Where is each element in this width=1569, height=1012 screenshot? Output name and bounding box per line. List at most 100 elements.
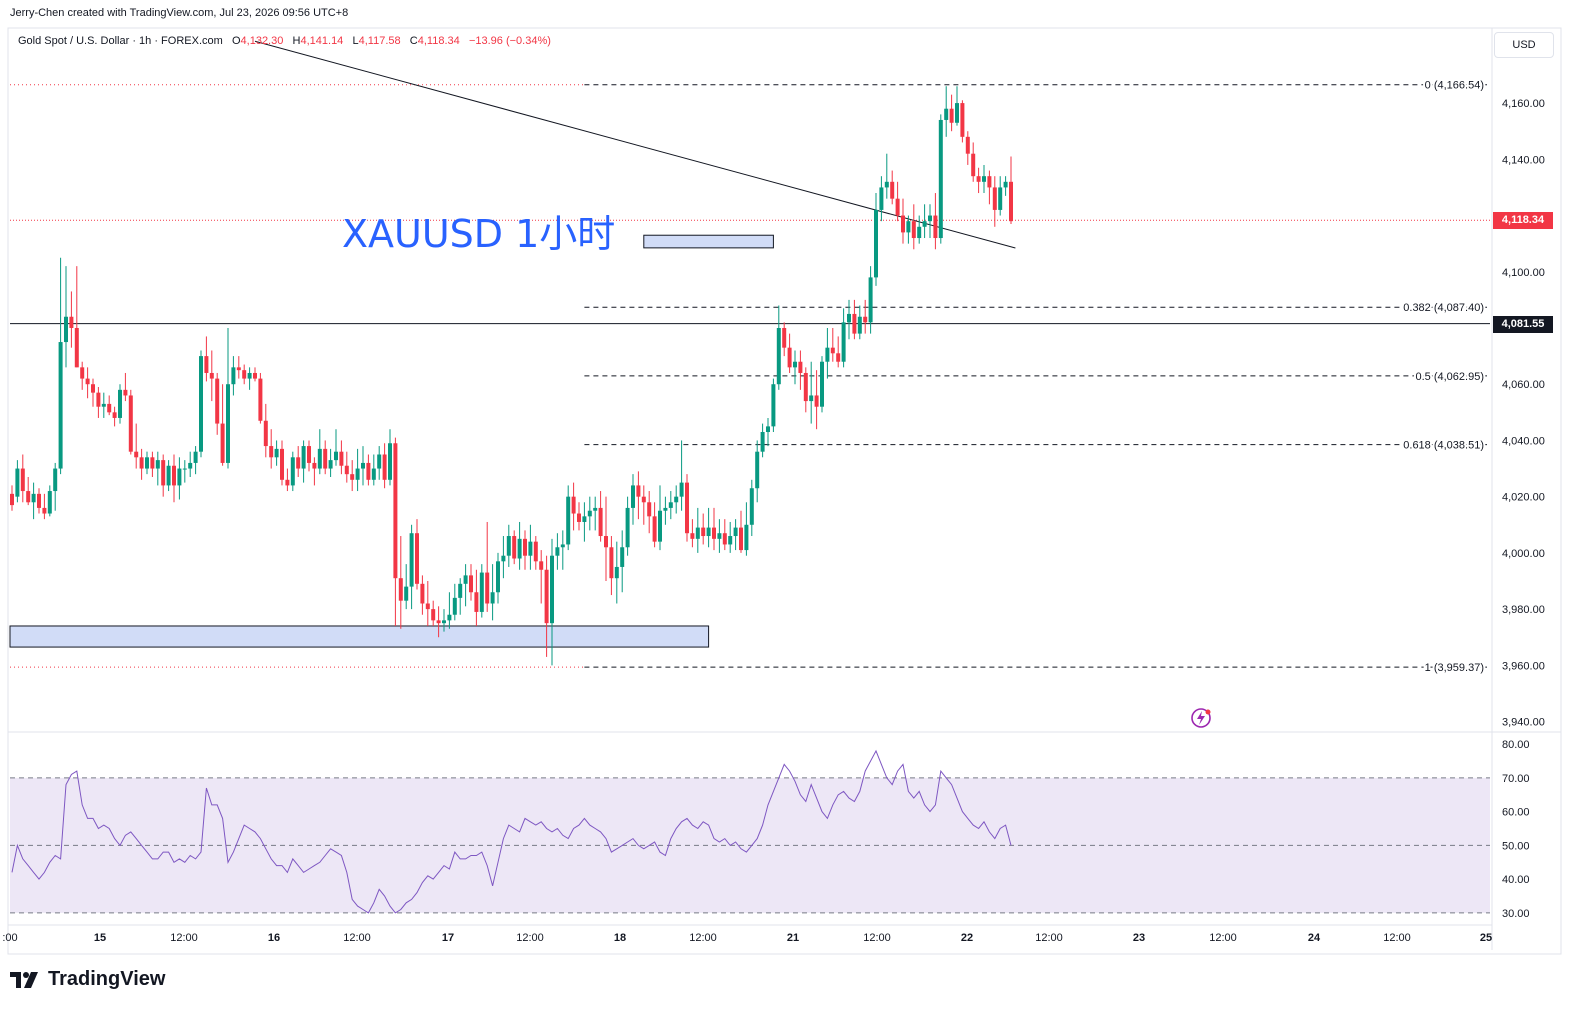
candle bbox=[280, 440, 284, 486]
candle bbox=[668, 491, 673, 520]
candle-body bbox=[490, 592, 495, 604]
low-value: 4,117.58 bbox=[358, 35, 401, 47]
candle-body bbox=[328, 460, 333, 469]
candle bbox=[393, 437, 398, 626]
candle-body bbox=[922, 221, 927, 227]
candle-body bbox=[965, 136, 970, 154]
candle-body bbox=[344, 465, 349, 475]
candle bbox=[663, 496, 668, 525]
candle bbox=[771, 378, 776, 433]
candle-body bbox=[425, 603, 430, 610]
candle bbox=[296, 446, 301, 477]
candle bbox=[755, 440, 760, 503]
candle bbox=[26, 476, 31, 506]
candle bbox=[847, 299, 851, 340]
candle bbox=[706, 507, 711, 548]
candle bbox=[463, 564, 468, 607]
candle-body bbox=[101, 403, 106, 407]
candle-body bbox=[166, 465, 171, 486]
candle bbox=[695, 507, 700, 553]
candle bbox=[101, 392, 106, 418]
candle bbox=[982, 164, 986, 194]
candle bbox=[58, 257, 63, 475]
candle-body bbox=[388, 443, 392, 480]
candle bbox=[339, 440, 344, 475]
candle bbox=[139, 448, 144, 480]
candle-body bbox=[377, 454, 382, 469]
candle-body bbox=[744, 524, 749, 551]
price-axis-label: 4,000.00 bbox=[1502, 548, 1545, 560]
candle-body bbox=[312, 462, 317, 469]
candle-body bbox=[485, 572, 490, 604]
candle-body bbox=[155, 460, 160, 469]
candle-body bbox=[47, 491, 52, 514]
candle bbox=[539, 550, 544, 604]
candle-body bbox=[668, 502, 673, 508]
candle-body bbox=[690, 533, 695, 539]
candle-body bbox=[15, 468, 20, 497]
candle-body bbox=[355, 468, 360, 480]
candle-body bbox=[717, 533, 722, 539]
candle bbox=[166, 460, 171, 492]
candle bbox=[366, 454, 371, 486]
candle bbox=[674, 485, 679, 514]
tradingview-logo[interactable]: TradingView bbox=[10, 968, 165, 991]
candle bbox=[285, 468, 290, 492]
candle bbox=[679, 440, 684, 511]
candle-body bbox=[625, 507, 630, 548]
candle-body bbox=[37, 493, 41, 508]
price-axis-label: 4,060.00 bbox=[1502, 379, 1545, 391]
fib-level-label: 0.618 (4,038.51) bbox=[1403, 440, 1484, 452]
pane-border bbox=[7, 27, 1562, 955]
candle bbox=[512, 530, 517, 565]
candle bbox=[739, 510, 743, 553]
candle-body bbox=[879, 187, 884, 210]
candle-body bbox=[938, 119, 943, 239]
candle bbox=[350, 460, 355, 492]
candle bbox=[906, 215, 911, 244]
candle bbox=[717, 519, 722, 553]
candle-body bbox=[706, 527, 711, 537]
candle-body bbox=[577, 513, 581, 522]
candle bbox=[382, 443, 387, 489]
candle bbox=[998, 176, 1003, 216]
candle-body bbox=[139, 457, 144, 469]
fib-level-label: 1 (3,959.37) bbox=[1425, 662, 1484, 674]
candle bbox=[334, 429, 338, 466]
candle-body bbox=[350, 474, 355, 480]
candle-body bbox=[928, 215, 932, 222]
candle-body bbox=[31, 493, 36, 503]
candle-body bbox=[944, 108, 949, 120]
candle bbox=[787, 333, 792, 373]
candle-body bbox=[404, 586, 409, 601]
candle bbox=[658, 485, 662, 551]
candle-body bbox=[242, 370, 247, 379]
candle-body bbox=[571, 496, 576, 514]
candle-body bbox=[1003, 181, 1008, 188]
candle-body bbox=[641, 496, 646, 503]
candle bbox=[474, 569, 479, 626]
candle-body bbox=[739, 527, 743, 551]
candle-body bbox=[366, 462, 371, 480]
trendline bbox=[254, 40, 1016, 249]
candle-body bbox=[496, 561, 500, 593]
currency-button[interactable]: USD bbox=[1494, 32, 1554, 58]
candle bbox=[636, 471, 641, 520]
candle bbox=[620, 530, 625, 593]
candle bbox=[479, 564, 484, 618]
candle-body bbox=[501, 555, 506, 562]
fib-level-label: 0.382 (4,087.40) bbox=[1403, 302, 1484, 314]
candle bbox=[231, 356, 236, 396]
candle bbox=[798, 350, 803, 390]
candle bbox=[550, 538, 554, 666]
candle-body bbox=[582, 516, 587, 522]
candle-body bbox=[69, 316, 74, 328]
candle-body bbox=[398, 578, 403, 601]
alert-icon[interactable] bbox=[1191, 708, 1211, 728]
candle bbox=[242, 364, 247, 385]
candle bbox=[490, 564, 495, 621]
candle bbox=[85, 367, 90, 399]
candle bbox=[199, 350, 203, 458]
candle-body bbox=[145, 457, 149, 469]
candle-body bbox=[172, 465, 176, 486]
